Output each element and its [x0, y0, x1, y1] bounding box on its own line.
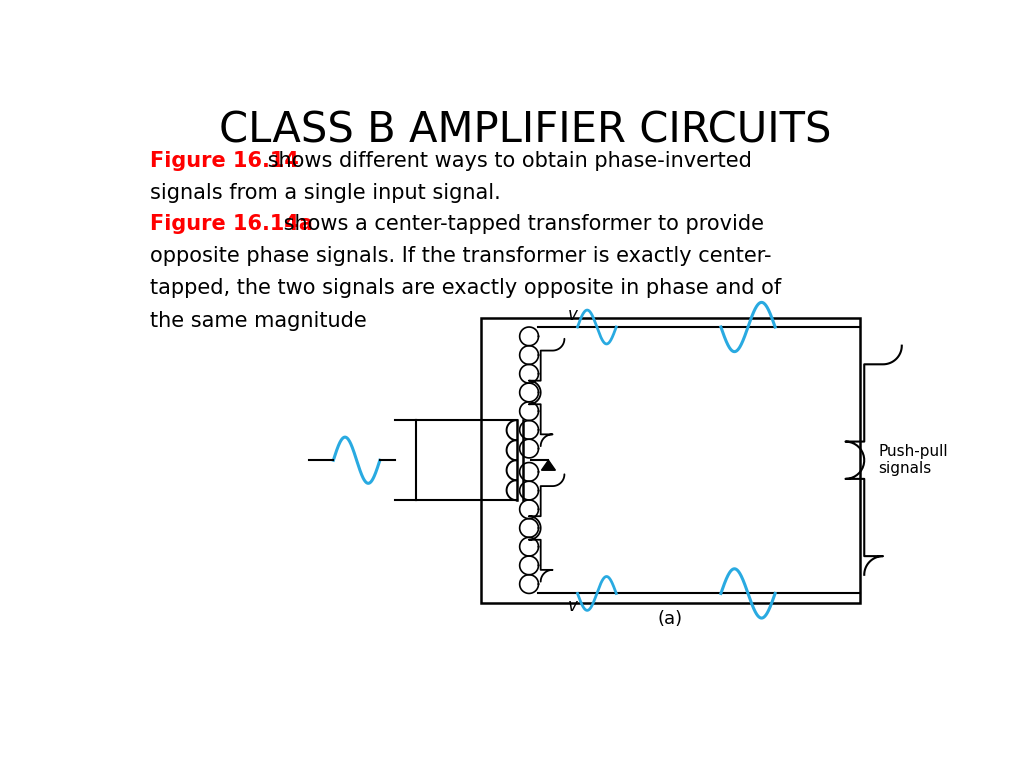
Text: Figure 16.14a: Figure 16.14a	[150, 214, 312, 233]
Polygon shape	[542, 460, 555, 470]
Text: tapped, the two signals are exactly opposite in phase and of: tapped, the two signals are exactly oppo…	[150, 279, 781, 299]
Text: v: v	[568, 597, 579, 615]
Text: Figure 16.14: Figure 16.14	[150, 151, 299, 170]
Text: (a): (a)	[658, 610, 683, 628]
Text: Push-pull
signals: Push-pull signals	[879, 444, 948, 476]
Text: the same magnitude: the same magnitude	[150, 311, 367, 331]
Text: v: v	[568, 306, 579, 324]
Bar	[480, 318, 860, 603]
Text: shows a center-tapped transformer to provide: shows a center-tapped transformer to pro…	[276, 214, 764, 233]
Text: shows different ways to obtain phase-inverted: shows different ways to obtain phase-inv…	[261, 151, 753, 170]
Text: opposite phase signals. If the transformer is exactly center-: opposite phase signals. If the transform…	[150, 247, 771, 266]
Text: signals from a single input signal.: signals from a single input signal.	[150, 183, 501, 203]
Text: CLASS B AMPLIFIER CIRCUITS: CLASS B AMPLIFIER CIRCUITS	[218, 110, 831, 152]
